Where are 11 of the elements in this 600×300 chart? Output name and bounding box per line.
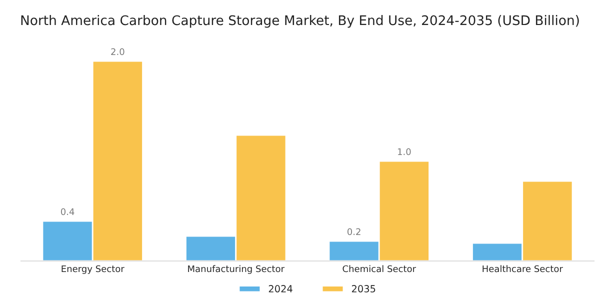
data-label: 2.0: [111, 48, 124, 56]
legend-label: 2035: [352, 285, 376, 292]
x-tick-label: Chemical Sector: [342, 265, 416, 272]
x-tick-label: Manufacturing Sector: [188, 265, 285, 274]
data-label: 0.4: [60, 208, 74, 216]
data-label: 0.2: [347, 228, 360, 236]
x-tick-label: Healthcare Sector: [482, 265, 563, 272]
data-label: 1.0: [398, 148, 411, 156]
legend-label: 2024: [268, 285, 292, 292]
chart-title: North America Carbon Capture Storage Market, By End Use, 2024-2035 (USD Billion): [21, 15, 579, 28]
x-tick-label: Energy Sector: [62, 265, 124, 274]
